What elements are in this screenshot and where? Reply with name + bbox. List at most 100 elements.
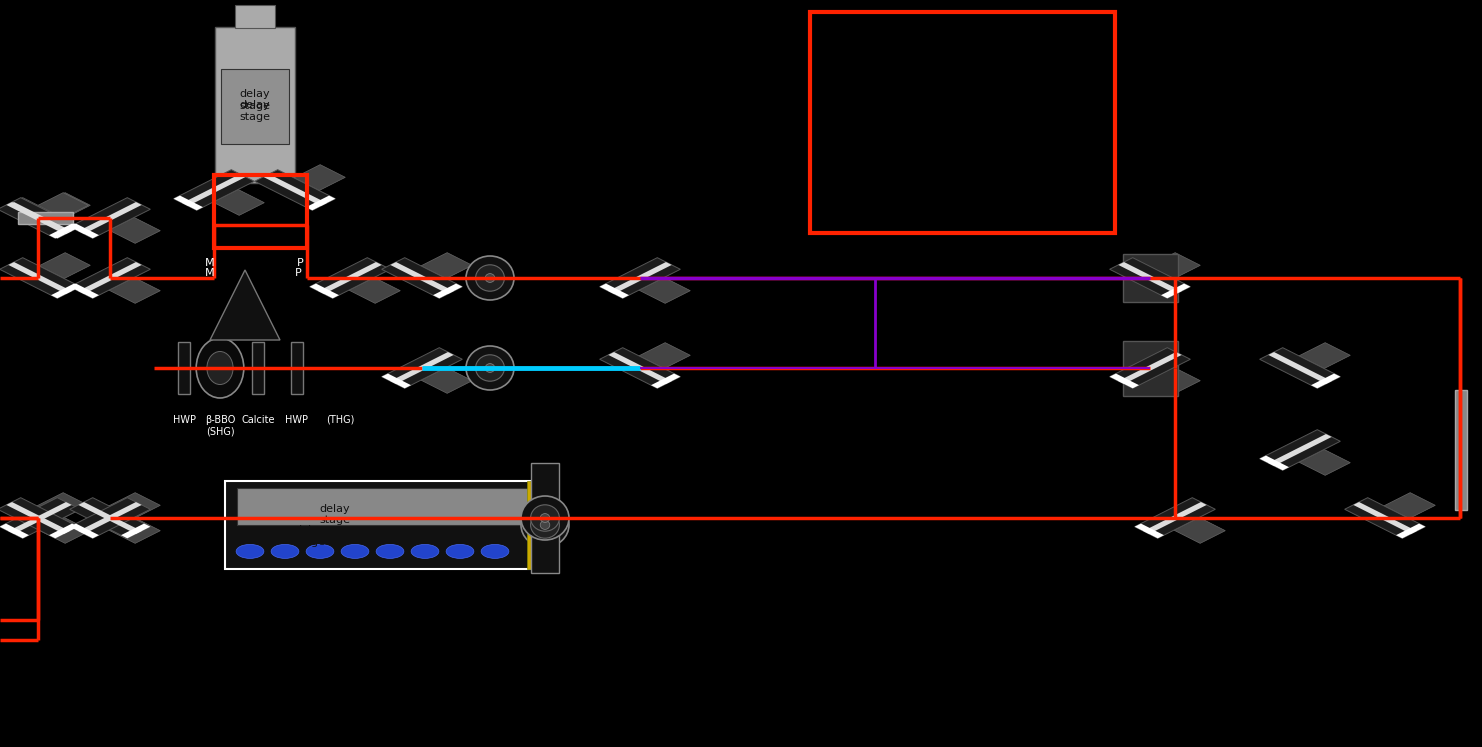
Polygon shape (305, 196, 335, 211)
Polygon shape (600, 347, 680, 388)
Bar (18, 212, 73, 224)
Polygon shape (70, 223, 99, 238)
Ellipse shape (522, 503, 569, 547)
Text: delay
stage: delay stage (240, 89, 271, 111)
Polygon shape (382, 258, 462, 298)
Polygon shape (6, 502, 70, 534)
Polygon shape (608, 262, 671, 294)
Polygon shape (639, 343, 691, 368)
Polygon shape (1174, 518, 1226, 543)
Polygon shape (9, 262, 71, 294)
Ellipse shape (465, 256, 514, 300)
Polygon shape (421, 368, 473, 394)
Polygon shape (70, 198, 150, 238)
Polygon shape (651, 374, 680, 388)
Polygon shape (390, 262, 453, 294)
Polygon shape (1135, 498, 1215, 539)
Ellipse shape (485, 273, 495, 282)
Polygon shape (1260, 456, 1289, 471)
Polygon shape (382, 374, 411, 388)
Polygon shape (310, 284, 339, 298)
Polygon shape (600, 284, 628, 298)
Circle shape (271, 545, 299, 559)
Circle shape (446, 545, 474, 559)
Polygon shape (310, 258, 390, 298)
Polygon shape (110, 277, 160, 303)
Polygon shape (79, 502, 142, 534)
Polygon shape (210, 270, 280, 340)
Circle shape (411, 545, 439, 559)
Ellipse shape (465, 346, 514, 390)
Polygon shape (319, 262, 382, 294)
Polygon shape (0, 198, 80, 238)
Polygon shape (608, 352, 671, 384)
Polygon shape (1396, 524, 1426, 539)
Polygon shape (9, 202, 71, 234)
Polygon shape (421, 252, 473, 279)
Polygon shape (600, 258, 680, 298)
Polygon shape (0, 498, 79, 539)
Polygon shape (433, 284, 462, 298)
Bar (531, 463, 559, 573)
Ellipse shape (531, 505, 559, 531)
Ellipse shape (196, 338, 245, 398)
Circle shape (341, 545, 369, 559)
Text: HWP: HWP (172, 415, 196, 425)
Ellipse shape (541, 521, 550, 530)
Polygon shape (1298, 450, 1350, 475)
Polygon shape (0, 498, 80, 539)
Polygon shape (70, 498, 150, 539)
Polygon shape (1160, 284, 1190, 298)
Polygon shape (0, 198, 79, 238)
Polygon shape (0, 524, 30, 539)
Polygon shape (1312, 374, 1340, 388)
Bar (215, 28, 295, 182)
Polygon shape (293, 164, 345, 190)
Polygon shape (1135, 524, 1163, 539)
Polygon shape (1119, 352, 1181, 384)
Polygon shape (110, 492, 160, 518)
Polygon shape (39, 518, 90, 543)
Polygon shape (70, 258, 150, 298)
Bar (213, 175, 307, 248)
Polygon shape (49, 524, 79, 539)
Polygon shape (348, 277, 400, 303)
Ellipse shape (476, 355, 504, 381)
Polygon shape (50, 284, 80, 298)
Polygon shape (639, 277, 691, 303)
Polygon shape (70, 284, 99, 298)
Text: P: P (295, 268, 301, 278)
Polygon shape (255, 170, 335, 211)
Bar (1122, 254, 1178, 302)
Polygon shape (173, 196, 203, 211)
Polygon shape (382, 347, 462, 388)
Polygon shape (79, 502, 142, 534)
Text: Calcite: Calcite (242, 415, 274, 425)
Bar (236, 5, 276, 28)
Polygon shape (110, 518, 160, 543)
Polygon shape (1353, 502, 1417, 534)
Bar (1122, 341, 1178, 395)
Circle shape (236, 545, 264, 559)
Ellipse shape (541, 514, 550, 522)
Bar (225, 481, 545, 569)
Bar (178, 342, 190, 394)
Text: β-BBO
(SHG): β-BBO (SHG) (205, 415, 236, 436)
Text: delay
stage: delay stage (320, 503, 351, 525)
Polygon shape (122, 524, 150, 539)
Polygon shape (50, 223, 80, 238)
Polygon shape (264, 174, 326, 206)
Polygon shape (79, 262, 142, 294)
Polygon shape (49, 223, 79, 238)
Bar (252, 342, 264, 394)
Polygon shape (0, 258, 80, 298)
Circle shape (307, 545, 333, 559)
Polygon shape (1384, 492, 1435, 518)
Circle shape (376, 545, 405, 559)
Bar (1455, 390, 1467, 510)
Polygon shape (79, 202, 142, 234)
Circle shape (482, 545, 508, 559)
Ellipse shape (476, 264, 504, 291)
Polygon shape (1149, 252, 1200, 279)
Polygon shape (1344, 498, 1426, 539)
